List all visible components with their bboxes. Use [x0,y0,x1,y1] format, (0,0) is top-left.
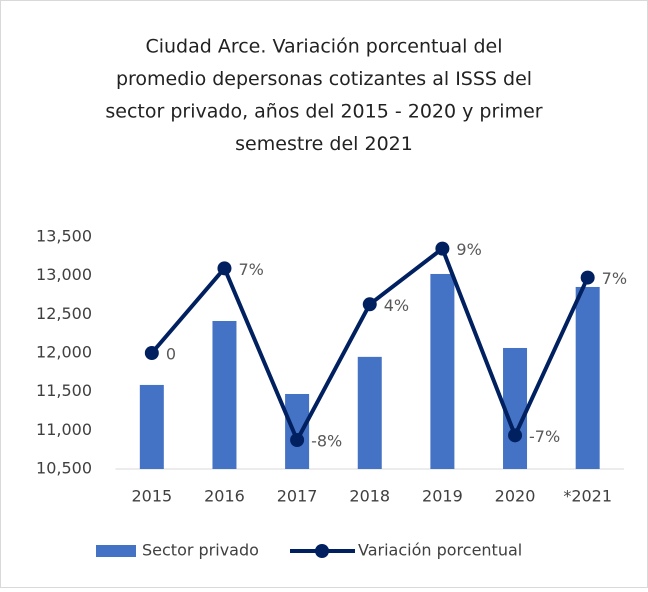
data-label: 9% [456,240,481,259]
chart-title: Ciudad Arce. Variación porcentual del [145,36,502,58]
x-tick-label: 2017 [277,487,318,506]
data-label: 4% [384,296,409,315]
x-tick-label: 2018 [349,487,390,506]
line-marker [580,270,595,285]
line-marker [362,297,377,312]
bar [357,356,382,469]
data-label: 7% [238,260,263,279]
bar [212,320,237,469]
line-marker [217,261,232,276]
data-label: -8% [311,432,342,451]
y-tick-label: 13,500 [36,227,92,246]
bar [430,273,455,469]
chart-title: sector privado, años del 2015 - 2020 y p… [105,101,542,123]
y-tick-label: 11,500 [36,381,92,400]
bar [139,384,164,469]
line-marker [435,241,450,256]
bar [285,393,310,469]
data-label: 7% [602,269,627,288]
line-marker [508,428,523,443]
y-tick-label: 10,500 [36,459,92,478]
legend-swatch [315,544,329,558]
legend-swatch [96,545,136,557]
x-tick-label: 2020 [495,487,536,506]
line-marker [144,346,159,360]
legend-label: Variación porcentual [358,541,522,560]
x-tick-label: *2021 [563,487,612,506]
data-label: 0 [166,345,176,364]
data-label: -7% [529,427,560,446]
bar [503,347,528,469]
y-tick-label: 12,000 [36,343,92,362]
chart-title: promedio depersonas cotizantes al ISSS d… [116,68,532,90]
y-tick-label: 12,500 [36,304,92,323]
y-tick-label: 11,000 [36,420,92,439]
line-marker [290,433,305,447]
chart-title: semestre del 2021 [235,133,413,155]
bar [575,286,600,469]
x-tick-label: 2019 [422,487,463,506]
x-tick-label: 2015 [131,487,172,506]
legend-label: Sector privado [142,541,259,560]
y-tick-label: 13,000 [36,265,92,284]
x-tick-label: 2016 [204,487,245,506]
